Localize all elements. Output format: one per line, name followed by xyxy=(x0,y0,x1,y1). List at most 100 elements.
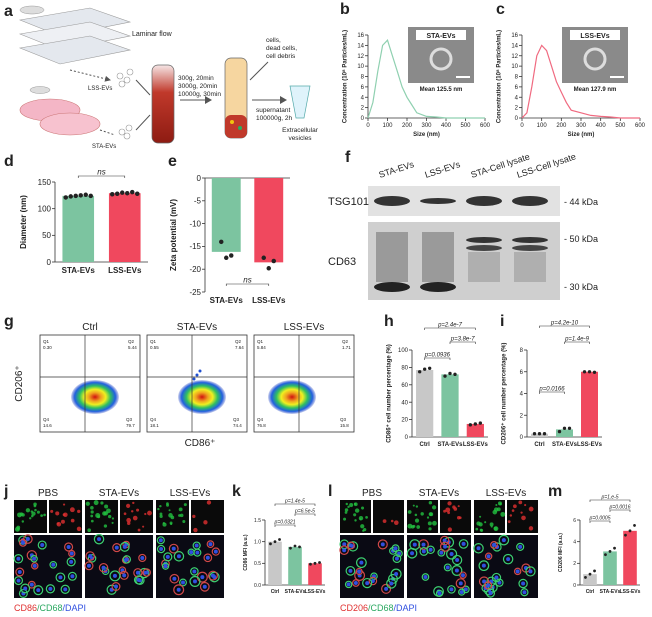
cell xyxy=(414,513,418,517)
cell xyxy=(162,521,165,525)
x-tick-label: STA-EVs xyxy=(600,589,621,595)
nucleus xyxy=(58,575,63,580)
data-point xyxy=(624,533,627,537)
nucleus xyxy=(481,563,486,568)
bar xyxy=(416,370,434,437)
quadrant-value: 1.71 xyxy=(342,345,351,350)
nucleus xyxy=(449,587,454,592)
data-point xyxy=(557,429,562,434)
y-tick-label: 0 xyxy=(361,116,365,122)
data-point xyxy=(613,546,616,550)
cell xyxy=(189,575,201,587)
y-tick-label: 100 xyxy=(38,204,52,213)
nucleus xyxy=(122,573,127,578)
nucleus xyxy=(501,538,506,543)
data-point xyxy=(78,193,83,198)
cell xyxy=(365,516,368,519)
nucleus xyxy=(192,569,197,574)
cell xyxy=(33,504,37,508)
cell xyxy=(389,547,397,555)
cell xyxy=(490,541,498,549)
density-cloud xyxy=(268,380,316,414)
nucleus xyxy=(384,586,389,591)
inset-title-bg xyxy=(570,30,620,40)
cell xyxy=(339,545,350,556)
nucleus xyxy=(213,549,218,554)
nucleus xyxy=(421,542,426,547)
nucleus xyxy=(365,581,370,586)
y-tick-label: 8 xyxy=(520,348,524,354)
significance-bracket xyxy=(274,503,316,506)
cell xyxy=(137,528,141,532)
y-axis-label: CD206⁺ cell number percentage (%) xyxy=(500,343,507,445)
nucleus xyxy=(348,568,353,573)
nucleus xyxy=(437,591,442,596)
cell xyxy=(421,573,430,581)
cell xyxy=(163,552,173,562)
cell xyxy=(106,508,111,514)
cell xyxy=(429,512,434,517)
nucleus xyxy=(124,557,129,562)
density-dot xyxy=(195,373,199,377)
nucleus xyxy=(17,570,22,575)
cell xyxy=(362,577,373,589)
significance-bracket xyxy=(225,283,270,286)
x-tick-label: 200 xyxy=(402,123,413,129)
cell xyxy=(211,547,221,556)
nucleus xyxy=(342,548,347,553)
schematic-label: 100000g, 2h xyxy=(256,115,293,122)
flow-title: LSS-EVs xyxy=(284,322,325,333)
data-point xyxy=(318,561,321,564)
nucleus xyxy=(122,544,127,549)
y-axis-label: CD86 MFI (a.u.) xyxy=(243,534,249,570)
data-point xyxy=(289,546,292,550)
cell xyxy=(451,564,463,576)
significance-label: p=1.e-5 xyxy=(600,495,618,501)
nucleus xyxy=(486,554,491,559)
significance-label: p=6.5e-5 xyxy=(294,509,315,515)
nucleus xyxy=(428,547,433,552)
bar xyxy=(466,423,484,437)
nucleus xyxy=(393,546,398,551)
cell xyxy=(485,588,496,598)
cell xyxy=(479,515,482,518)
cell xyxy=(354,519,357,522)
nucleus xyxy=(69,559,74,564)
band xyxy=(466,245,502,251)
y-tick-label: 8 xyxy=(515,75,519,81)
cell xyxy=(49,560,58,569)
significance-label: p=0.0016 xyxy=(609,505,631,511)
cell xyxy=(382,519,387,523)
data-point xyxy=(120,190,125,195)
merged-image xyxy=(85,535,153,598)
band xyxy=(512,196,548,206)
channel-image xyxy=(85,500,118,533)
smear xyxy=(422,232,454,282)
y-tick-label: -5 xyxy=(194,197,202,206)
nucleus xyxy=(412,542,417,547)
channel-image xyxy=(191,500,224,533)
y-tick-label: 12 xyxy=(357,54,364,60)
nucleus xyxy=(210,573,215,578)
cell xyxy=(407,510,412,514)
data-point xyxy=(63,195,68,200)
cell xyxy=(392,554,402,564)
y-tick-label: 20 xyxy=(401,418,408,424)
column-label: LSS-EVs xyxy=(170,488,211,499)
cell xyxy=(432,520,437,526)
panel-label: a xyxy=(4,3,13,20)
x-tick-label: 300 xyxy=(576,123,587,129)
data-point xyxy=(608,550,612,553)
cell xyxy=(19,538,27,547)
y-tick-label: 4 xyxy=(361,95,365,101)
data-point xyxy=(633,524,636,527)
cell xyxy=(353,513,357,517)
y-tick-label: 1.5 xyxy=(254,518,261,524)
cell xyxy=(138,553,147,563)
quadrant-value: 76.8 xyxy=(257,423,266,428)
cell xyxy=(43,513,46,517)
nucleus xyxy=(87,563,92,568)
cell xyxy=(497,501,502,506)
cell xyxy=(87,554,97,563)
cell xyxy=(31,562,39,570)
